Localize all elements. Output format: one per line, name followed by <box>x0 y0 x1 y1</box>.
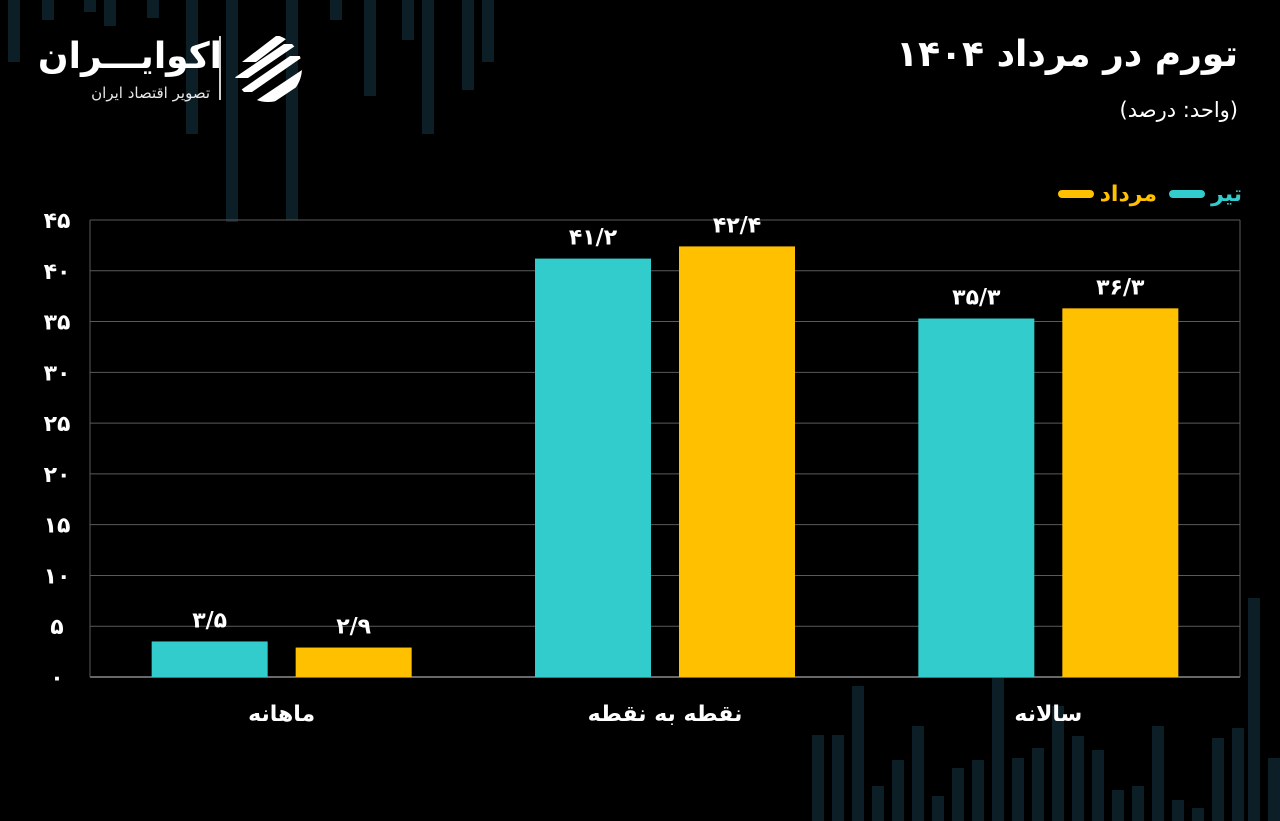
x-category-label: ماهانه <box>248 702 315 727</box>
legend-label-mordad: مرداد <box>1099 181 1158 207</box>
bar-value-label: ۴۱/۲ <box>569 226 618 251</box>
background-bar <box>42 0 54 20</box>
background-bar <box>286 0 298 220</box>
background-bar <box>422 0 434 134</box>
background-bar <box>1012 758 1024 821</box>
y-tick-label: ۵ <box>50 615 63 640</box>
background-bar <box>1248 598 1260 821</box>
bar-value-label: ۳۶/۳ <box>1096 275 1145 300</box>
background-bar <box>104 0 116 26</box>
background-bar <box>872 786 884 821</box>
background-bar <box>1052 706 1064 821</box>
background-bar <box>1072 736 1084 821</box>
background-bar <box>330 0 342 20</box>
bar-value-label: ۳۵/۳ <box>952 286 1001 311</box>
bar-value-label: ۲/۹ <box>336 615 371 640</box>
brand-logo-icon <box>234 36 302 102</box>
x-category-label: سالانه <box>1014 702 1082 727</box>
background-bar <box>462 0 474 90</box>
background-bar <box>1032 748 1044 821</box>
y-tick-label: ۲۰ <box>44 463 71 488</box>
background-bar <box>84 0 96 12</box>
y-tick-label: ۴۰ <box>44 260 71 285</box>
background-bar <box>952 768 964 821</box>
bar-mordad <box>1062 308 1179 677</box>
background-bar <box>1132 786 1144 821</box>
bar-tir <box>918 318 1035 677</box>
bar-tir <box>151 641 268 677</box>
legend-swatch-tir <box>1169 190 1206 198</box>
legend-item-tir: تیر <box>1169 182 1242 207</box>
legend-swatch-mordad <box>1057 190 1094 198</box>
background-bar <box>1268 758 1280 821</box>
background-bar <box>147 0 159 18</box>
background-bar <box>832 735 844 821</box>
bar-value-label: ۳/۵ <box>192 608 227 633</box>
background-bar <box>932 796 944 821</box>
legend-label-tir: تیر <box>1211 181 1242 207</box>
background-bar <box>852 686 864 821</box>
x-category-label: نقطه به نقطه <box>588 702 743 727</box>
background-bar <box>992 678 1004 821</box>
background-bar <box>186 0 198 134</box>
background-bar <box>1212 738 1224 821</box>
background-bar <box>912 726 924 821</box>
background-bar <box>1092 750 1104 821</box>
chart-unit: (واحد: درصد) <box>1119 98 1238 122</box>
background-bar <box>972 760 984 821</box>
background-bar <box>892 760 904 821</box>
background-bar <box>226 0 238 222</box>
brand: اکوایـــران تصویر اقتصاد ایران <box>38 30 318 110</box>
y-tick-label: ۴۵ <box>44 209 71 234</box>
bar-mordad <box>679 246 795 677</box>
bar-mordad <box>295 647 412 677</box>
brand-tagline: تصویر اقتصاد ایران <box>91 84 210 102</box>
background-bar <box>1172 800 1184 821</box>
bar-tir <box>535 258 651 677</box>
y-tick-label: ۱۰ <box>44 564 71 589</box>
y-tick-label: ۰ <box>50 666 63 691</box>
legend: مرداد تیر <box>1057 180 1242 208</box>
y-tick-label: ۳۰ <box>44 361 71 386</box>
background-bar <box>1232 728 1244 821</box>
background-bar <box>482 0 494 62</box>
background-bar <box>1112 790 1124 821</box>
background-bar <box>402 0 414 40</box>
y-tick-label: ۱۵ <box>44 514 71 539</box>
background-bar <box>364 0 376 96</box>
brand-name: اکوایـــران <box>37 36 222 77</box>
background-bar <box>8 0 20 62</box>
legend-item-mordad: مرداد <box>1057 181 1158 207</box>
background-bar <box>1152 726 1164 821</box>
bar-value-label: ۴۲/۴ <box>713 213 761 238</box>
chart-title: تورم در مرداد ۱۴۰۴ <box>896 34 1238 75</box>
background-bar <box>812 735 824 821</box>
y-tick-label: ۲۵ <box>44 412 71 437</box>
brand-divider <box>219 36 221 100</box>
y-tick-label: ۳۵ <box>44 311 71 336</box>
background-bar <box>1192 808 1204 821</box>
